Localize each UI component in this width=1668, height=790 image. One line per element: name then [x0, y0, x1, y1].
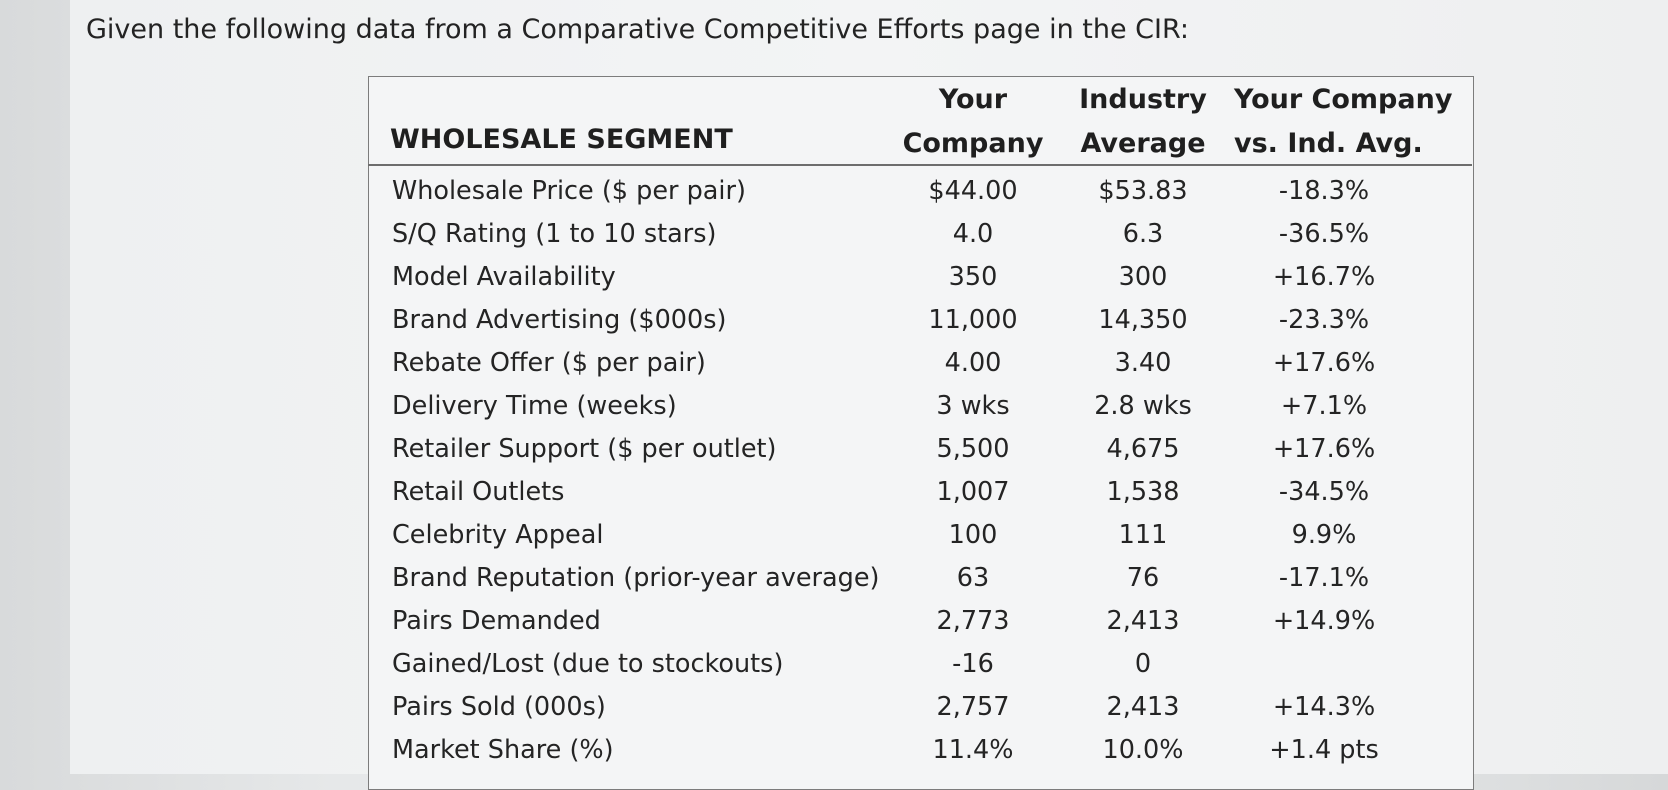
row-label: Pairs Demanded	[392, 606, 601, 636]
your-company-value: $44.00	[928, 176, 1018, 206]
table-row: Delivery Time (weeks) 3 wks 2.8 wks +7.1%	[0, 385, 1668, 428]
table-row: Brand Reputation (prior-year average) 63 7…	[0, 557, 1668, 600]
vs-industry-value: +17.6%	[1272, 348, 1376, 378]
industry-average-value: 111	[1118, 520, 1168, 550]
vs-industry-value: -23.3%	[1278, 305, 1370, 335]
table-row: Retail Outlets 1,007 1,538 -34.5%	[0, 471, 1668, 514]
your-company-value: -16	[952, 649, 994, 679]
table-row: Model Availability 350 300 +16.7%	[0, 256, 1668, 299]
row-label: Brand Advertising ($000s)	[392, 305, 727, 335]
vs-industry-value: +17.6%	[1272, 434, 1376, 464]
vs-industry-value: +1.4 pts	[1269, 735, 1379, 765]
your-company-value: 3 wks	[936, 391, 1010, 421]
cir-table	[368, 76, 1474, 790]
your-company-value: 4.00	[944, 348, 1002, 378]
col-industry-average-line1: Industry	[1079, 84, 1207, 115]
table-row: Brand Advertising ($000s) 11,000 14,350 -23…	[0, 299, 1668, 342]
row-label: Brand Reputation (prior-year average)	[392, 563, 880, 593]
table-row: Rebate Offer ($ per pair) 4.00 3.40 +17.6%	[0, 342, 1668, 385]
table-row: Pairs Sold (000s) 2,757 2,413 +14.3%	[0, 686, 1668, 729]
industry-average-value: $53.83	[1098, 176, 1188, 206]
col-vs-ind-avg-line1: Your Company	[1234, 84, 1453, 115]
your-company-value: 2,773	[936, 606, 1010, 636]
vs-industry-value: +14.3%	[1272, 692, 1376, 722]
your-company-value: 63	[956, 563, 990, 593]
row-label: Retail Outlets	[392, 477, 565, 507]
industry-average-value: 3.40	[1114, 348, 1172, 378]
industry-average-value: 14,350	[1098, 305, 1188, 335]
industry-average-value: 4,675	[1106, 434, 1180, 464]
question-text: Given the following data from a Comparat…	[86, 14, 1190, 45]
row-label: Pairs Sold (000s)	[392, 692, 606, 722]
your-company-value: 1,007	[936, 477, 1010, 507]
vs-industry-value: 9.9%	[1291, 520, 1357, 550]
segment-title: WHOLESALE SEGMENT	[390, 124, 733, 155]
table-row: S/Q Rating (1 to 10 stars) 4.0 6.3 -36.5%	[0, 213, 1668, 256]
industry-average-value: 1,538	[1106, 477, 1180, 507]
your-company-value: 2,757	[936, 692, 1010, 722]
row-label: Market Share (%)	[392, 735, 614, 765]
row-label: Delivery Time (weeks)	[392, 391, 677, 421]
your-company-value: 4.0	[952, 219, 994, 249]
industry-average-value: 76	[1126, 563, 1160, 593]
your-company-value: 11,000	[928, 305, 1018, 335]
your-company-value: 350	[948, 262, 998, 292]
industry-average-value: 0	[1134, 649, 1152, 679]
vs-industry-value: -17.1%	[1278, 563, 1370, 593]
your-company-value: 5,500	[936, 434, 1010, 464]
col-industry-average-line2: Average	[1080, 128, 1206, 159]
header-divider	[368, 164, 1472, 166]
vs-industry-value: +16.7%	[1272, 262, 1376, 292]
row-label: Gained/Lost (due to stockouts)	[392, 649, 784, 679]
industry-average-value: 2,413	[1106, 692, 1180, 722]
your-company-value: 11.4%	[932, 735, 1014, 765]
table-row: Pairs Demanded 2,773 2,413 +14.9%	[0, 600, 1668, 643]
industry-average-value: 2,413	[1106, 606, 1180, 636]
vs-industry-value: -36.5%	[1278, 219, 1370, 249]
row-label: Model Availability	[392, 262, 616, 292]
table-row: Market Share (%) 11.4% 10.0% +1.4 pts	[0, 729, 1668, 772]
vs-industry-value: -18.3%	[1278, 176, 1370, 206]
your-company-value: 100	[948, 520, 998, 550]
table-row: Wholesale Price ($ per pair) $44.00 $53.83…	[0, 170, 1668, 213]
row-label: Celebrity Appeal	[392, 520, 604, 550]
col-your-company-line1: Your	[938, 84, 1008, 115]
vs-industry-value: -34.5%	[1278, 477, 1370, 507]
vs-industry-value: +14.9%	[1272, 606, 1376, 636]
col-your-company-line2: Company	[902, 128, 1044, 159]
table-row: Retailer Support ($ per outlet) 5,500 4,67…	[0, 428, 1668, 471]
table-row: Gained/Lost (due to stockouts) -16 0	[0, 643, 1668, 686]
industry-average-value: 2.8 wks	[1094, 391, 1192, 421]
industry-average-value: 300	[1118, 262, 1168, 292]
industry-average-value: 6.3	[1122, 219, 1164, 249]
table-row: Celebrity Appeal 100 111 9.9%	[0, 514, 1668, 557]
col-vs-ind-avg-line2: vs. Ind. Avg.	[1234, 128, 1423, 159]
row-label: Wholesale Price ($ per pair)	[392, 176, 746, 206]
row-label: Retailer Support ($ per outlet)	[392, 434, 777, 464]
industry-average-value: 10.0%	[1102, 735, 1184, 765]
row-label: S/Q Rating (1 to 10 stars)	[392, 219, 717, 249]
vs-industry-value: +7.1%	[1280, 391, 1368, 421]
row-label: Rebate Offer ($ per pair)	[392, 348, 706, 378]
